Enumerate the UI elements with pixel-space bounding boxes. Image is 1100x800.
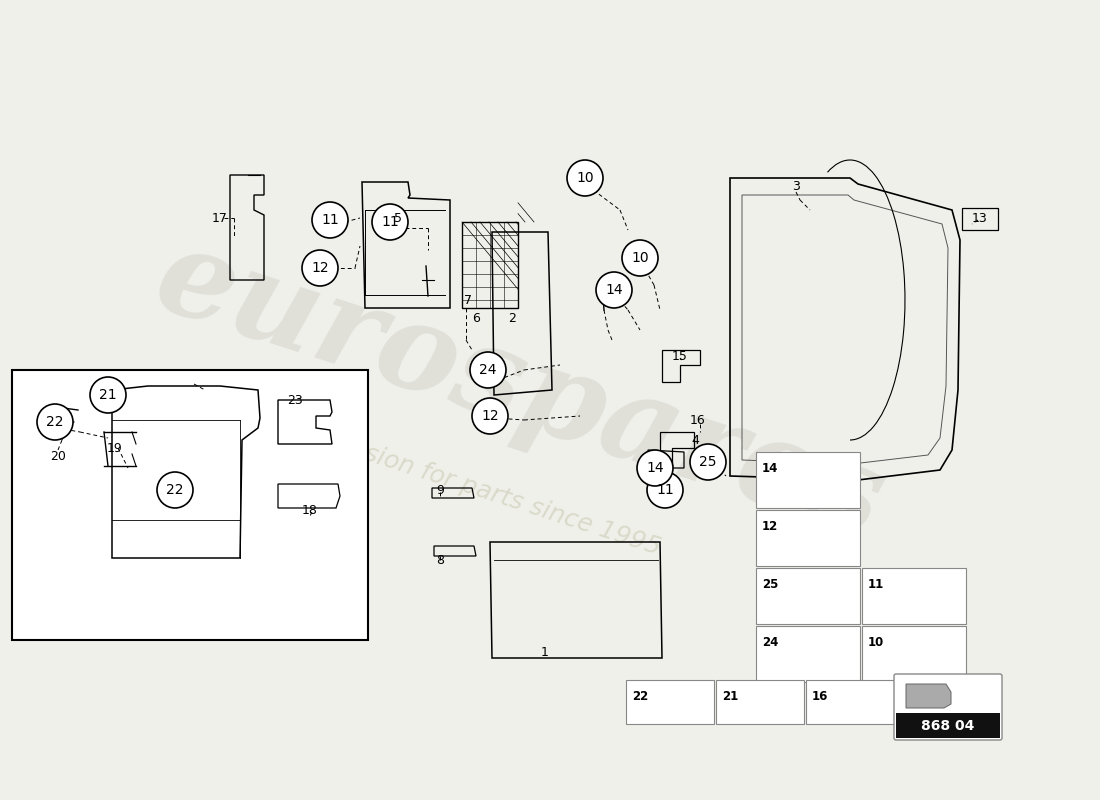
Text: 2: 2 [508, 311, 516, 325]
Text: 16: 16 [690, 414, 706, 426]
Circle shape [472, 398, 508, 434]
Text: 14: 14 [762, 462, 779, 475]
Text: 1: 1 [541, 646, 549, 658]
Text: 11: 11 [381, 215, 399, 229]
Text: 11: 11 [321, 213, 339, 227]
Text: 13: 13 [972, 211, 988, 225]
Text: 20: 20 [51, 450, 66, 462]
Circle shape [470, 352, 506, 388]
Text: 18: 18 [302, 503, 318, 517]
Text: 15: 15 [672, 350, 688, 362]
Bar [12, 370, 369, 640]
Bar [862, 568, 966, 624]
Text: 22: 22 [46, 415, 64, 429]
Circle shape [566, 160, 603, 196]
Text: 8: 8 [436, 554, 444, 566]
Bar [806, 680, 894, 724]
Text: 9: 9 [436, 483, 444, 497]
Circle shape [312, 202, 348, 238]
Text: 14: 14 [605, 283, 623, 297]
Text: 6: 6 [472, 311, 480, 325]
Bar [756, 626, 860, 682]
Polygon shape [906, 684, 952, 708]
Bar [756, 568, 860, 624]
Text: 14: 14 [646, 461, 663, 475]
Bar [716, 680, 804, 724]
Text: 12: 12 [481, 409, 498, 423]
Text: 12: 12 [311, 261, 329, 275]
Text: a passion for parts since 1995: a passion for parts since 1995 [297, 420, 663, 560]
Text: 11: 11 [656, 483, 674, 497]
Text: 10: 10 [631, 251, 649, 265]
Text: 12: 12 [762, 520, 779, 533]
Circle shape [690, 444, 726, 480]
Text: 3: 3 [792, 179, 800, 193]
Circle shape [647, 472, 683, 508]
Text: 25: 25 [762, 578, 779, 591]
Circle shape [637, 450, 673, 486]
Bar [756, 510, 860, 566]
Text: 5: 5 [394, 211, 402, 225]
Text: 19: 19 [107, 442, 123, 454]
Text: 10: 10 [868, 636, 884, 649]
Circle shape [372, 204, 408, 240]
Text: eurospares: eurospares [142, 217, 899, 563]
Text: 25: 25 [700, 455, 717, 469]
Circle shape [596, 272, 632, 308]
Text: 22: 22 [166, 483, 184, 497]
Circle shape [37, 404, 73, 440]
Text: 11: 11 [868, 578, 884, 591]
Bar [626, 680, 714, 724]
Text: 24: 24 [480, 363, 497, 377]
Text: 4: 4 [691, 434, 698, 446]
Circle shape [621, 240, 658, 276]
Bar [862, 626, 966, 682]
Text: 16: 16 [812, 690, 828, 703]
Text: 10: 10 [576, 171, 594, 185]
Text: 22: 22 [632, 690, 648, 703]
FancyBboxPatch shape [894, 674, 1002, 740]
Bar [756, 452, 860, 508]
Text: 21: 21 [722, 690, 738, 703]
Circle shape [157, 472, 192, 508]
Text: 868 04: 868 04 [922, 718, 975, 733]
Text: 7: 7 [464, 294, 472, 306]
Text: 24: 24 [762, 636, 779, 649]
Text: 17: 17 [212, 211, 228, 225]
Circle shape [302, 250, 338, 286]
Text: 23: 23 [287, 394, 303, 406]
Text: 21: 21 [99, 388, 117, 402]
Circle shape [90, 377, 126, 413]
Bar [896, 714, 1000, 738]
